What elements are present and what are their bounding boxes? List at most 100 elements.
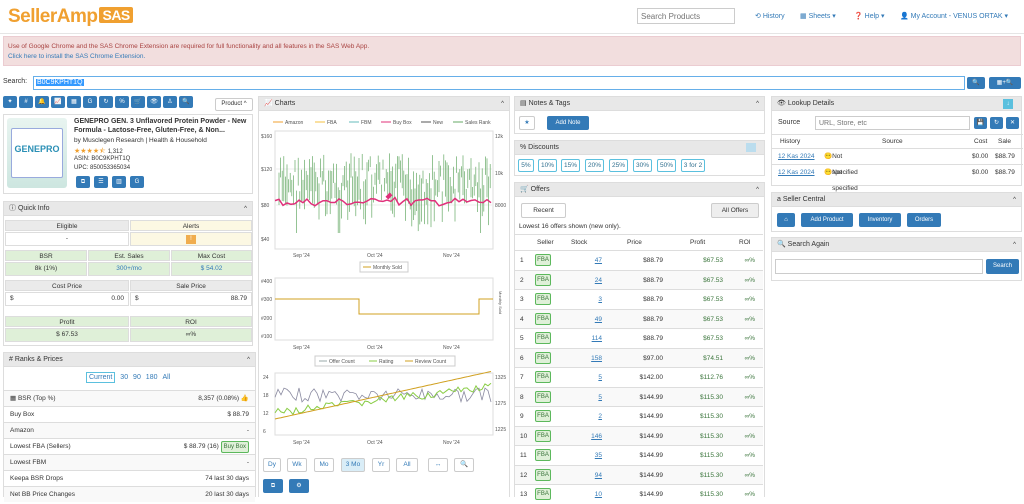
charts-header[interactable]: 📈 Charts ^ [259, 97, 509, 111]
reload-icon[interactable]: ↻ [990, 117, 1003, 129]
discount-3for2[interactable]: 3 for 2 [681, 159, 705, 172]
max-cost-value[interactable]: $ 54.02 [171, 262, 252, 276]
offer-stock[interactable]: 158 [591, 354, 602, 362]
nav-help[interactable]: ❓ Help ▾ [854, 13, 885, 20]
offers-header[interactable]: 🛒 Offers ^ [515, 183, 764, 197]
recent-tab[interactable]: Recent [521, 203, 566, 218]
add-product-button[interactable]: Add Product [801, 213, 853, 227]
add-note-button[interactable]: Add Note [547, 116, 589, 130]
offer-stock[interactable]: 146 [591, 432, 602, 440]
notes-header[interactable]: ▤ Notes & Tags ^ [515, 97, 764, 111]
product-brand[interactable]: by Musclegen Research | Health & Househo… [74, 137, 207, 144]
search-again-input[interactable] [775, 259, 983, 274]
search-again-button[interactable]: Search [986, 259, 1019, 274]
nav-account[interactable]: 👤 My Account - VENUS ORTAK ▾ [900, 13, 1009, 20]
range-3mo[interactable]: 3 Mo [341, 458, 365, 472]
search-again-header[interactable]: 🔍 Search Again ^ [772, 238, 1021, 252]
add-search-icon[interactable]: ▦+🔍 [989, 77, 1021, 89]
search-input[interactable]: B0C9KPHT1Q [33, 76, 965, 90]
offer-stock[interactable]: 47 [594, 257, 602, 264]
period-current[interactable]: Current [86, 372, 116, 383]
offer-seller[interactable]: FBA [535, 371, 551, 383]
offer-stock[interactable]: 5 [598, 374, 602, 381]
discount-25[interactable]: 25% [609, 159, 628, 172]
offer-seller[interactable]: FBA [535, 410, 551, 422]
discounts-header[interactable]: % Discounts [515, 141, 764, 155]
period-all[interactable]: All [162, 374, 171, 381]
offer-seller[interactable]: FBA [535, 429, 551, 442]
orders-button[interactable]: Orders [907, 213, 941, 227]
user-icon[interactable]: ♙ [163, 96, 177, 108]
offer-stock[interactable]: 35 [594, 452, 602, 459]
offer-seller[interactable]: FBA [535, 332, 551, 344]
discount-15[interactable]: 15% [561, 159, 580, 172]
product-title[interactable]: GENEPRO GEN. 3 Unflavored Protein Powder… [74, 118, 247, 134]
clear-icon[interactable]: ✕ [1006, 117, 1019, 129]
buybox-button[interactable]: Buy Box [220, 441, 249, 453]
offer-stock[interactable]: 114 [591, 335, 602, 342]
inventory-button[interactable]: Inventory [859, 213, 901, 227]
copy-icon[interactable]: ⧉ [76, 176, 90, 188]
offer-seller[interactable]: FBA [535, 273, 551, 286]
source-input[interactable] [815, 116, 970, 130]
range-all[interactable]: All [396, 458, 418, 472]
google-search-icon[interactable]: G [130, 176, 144, 188]
external-link-icon[interactable]: ⧉ [263, 479, 283, 493]
product-image[interactable]: GENEPRO [7, 118, 67, 188]
discount-30[interactable]: 30% [633, 159, 652, 172]
offer-stock[interactable]: 94 [594, 471, 602, 479]
offer-seller[interactable]: FBA [535, 488, 551, 500]
hash-icon[interactable]: # [19, 96, 33, 108]
offer-seller[interactable]: FBA [535, 312, 551, 325]
nav-sheets[interactable]: ▦ Sheets ▾ [800, 13, 836, 20]
product-dropdown[interactable]: Product ^ [215, 98, 253, 111]
sale-price-input[interactable]: $88.79 [130, 292, 252, 306]
cart-icon[interactable]: 🛒 [131, 96, 145, 108]
nav-history[interactable]: ⟲ History [755, 13, 785, 20]
cost-price-input[interactable]: $0.00 [5, 292, 129, 306]
zoom-icon[interactable]: 🔍 [454, 458, 474, 472]
discount-10[interactable]: 10% [538, 159, 557, 172]
all-offers-tab[interactable]: All Offers [711, 203, 759, 218]
offer-stock[interactable]: 5 [598, 393, 602, 401]
range-month[interactable]: Mo [314, 458, 334, 472]
list-icon[interactable]: ☰ [94, 176, 108, 188]
magnify-icon[interactable]: 🔍 [179, 96, 193, 108]
offer-seller[interactable]: FBA [535, 293, 551, 305]
offer-stock[interactable]: 10 [594, 491, 602, 498]
percent-icon[interactable]: % [115, 96, 129, 108]
discount-50[interactable]: 50% [657, 159, 676, 172]
top-search-input[interactable] [637, 8, 735, 24]
lookup-header[interactable]: 👁 Lookup Details ↓ [772, 97, 1021, 111]
settings-icon[interactable]: ⚙ [289, 479, 309, 493]
period-90[interactable]: 90 [133, 374, 141, 381]
offer-seller[interactable]: FBA [535, 468, 551, 481]
save-icon[interactable]: 💾 [974, 117, 987, 129]
charts-svg[interactable]: Amazon FBA FBM Buy Box New Sales Rank $1… [259, 113, 509, 468]
home-icon[interactable]: ⌂ [777, 213, 795, 227]
range-week[interactable]: Wk [287, 458, 307, 472]
offer-seller[interactable]: FBA [535, 351, 551, 364]
discount-5[interactable]: 5% [518, 159, 534, 172]
eye-icon[interactable]: 👁 [147, 96, 161, 108]
bell-icon[interactable]: 🔔 [35, 96, 49, 108]
quick-info-header[interactable]: ⓘ Quick Info ^ [4, 202, 252, 216]
search-icon[interactable]: 🔍 [967, 77, 985, 89]
alerts-value[interactable]: ! [130, 232, 252, 246]
google-icon[interactable]: G [83, 96, 97, 108]
offer-stock[interactable]: 2 [598, 413, 602, 420]
offer-seller[interactable]: FBA [535, 254, 551, 266]
expand-icon[interactable]: ↔ [428, 458, 448, 472]
range-year[interactable]: Yr [372, 458, 390, 472]
barcode-icon[interactable]: ▥ [112, 176, 126, 188]
period-180[interactable]: 180 [145, 374, 158, 381]
discount-20[interactable]: 20% [585, 159, 604, 172]
period-30[interactable]: 30 [120, 374, 129, 381]
seller-central-header[interactable]: a Seller Central ^ [772, 193, 1021, 207]
pin-icon[interactable]: ✦ [3, 96, 17, 108]
offer-stock[interactable]: 24 [594, 276, 602, 284]
calc-icon[interactable]: ▦ [67, 96, 81, 108]
logo[interactable]: SellerAmp SAS [8, 6, 133, 28]
offer-seller[interactable]: FBA [535, 449, 551, 461]
offer-seller[interactable]: FBA [535, 390, 551, 403]
